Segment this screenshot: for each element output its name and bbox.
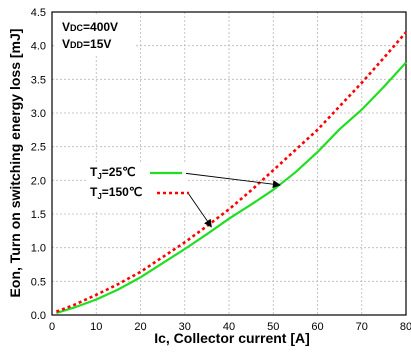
y-tick-label: 1.5: [31, 209, 46, 221]
x-tick-label: 50: [267, 321, 279, 333]
series-lines: [55, 31, 407, 315]
x-tick-label: 10: [90, 321, 102, 333]
y-tick-label: 2.5: [31, 142, 46, 154]
y-tick-label: 0.5: [31, 276, 46, 288]
y-tick-labels: 0.0 0.5 1.0 1.5 2.0 2.5 3.0 3.5 4.0 4.5: [31, 7, 46, 322]
conditions-box: VDC=400V VDD=15V: [55, 14, 135, 54]
y-tick-label: 1.0: [31, 243, 46, 255]
plot-frame: [51, 11, 407, 316]
arrow-to-150c: [187, 192, 212, 228]
condition-vdc: VDC=400V: [62, 20, 118, 34]
condition-vdd: VDD=15V: [62, 37, 111, 51]
x-tick-label: 60: [311, 321, 323, 333]
y-tick-label: 2.0: [31, 175, 46, 187]
x-axis-title: Ic, Collector current [A]: [154, 330, 310, 346]
grid: [52, 12, 406, 315]
legend-label-25c: TJ=25℃: [90, 165, 136, 181]
y-tick-label: 4.0: [31, 41, 46, 53]
x-tick-label: 80: [400, 321, 411, 333]
series-line-25c: [56, 61, 407, 315]
x-tick-label: 40: [223, 321, 235, 333]
x-tick-label: 20: [134, 321, 146, 333]
y-tick-label: 3.5: [31, 74, 46, 86]
x-tick-labels: 0 10 20 30 40 50 60 70 80: [49, 321, 411, 333]
y-tick-label: 4.5: [31, 7, 46, 19]
y-tick-label: 3.0: [31, 108, 46, 120]
x-tick-label: 0: [49, 321, 55, 333]
y-tick-label: 0.0: [31, 310, 46, 322]
x-tick-label: 70: [356, 321, 368, 333]
x-tick-label: 30: [179, 321, 191, 333]
legend-arrows: [182, 172, 281, 228]
legend: TJ=25℃ TJ=150℃: [86, 162, 189, 212]
y-axis-title: Eon, Turn on switching energy loss [mJ]: [7, 29, 23, 298]
legend-label-150c: TJ=150℃: [90, 185, 142, 201]
arrow-to-25c: [182, 172, 281, 189]
